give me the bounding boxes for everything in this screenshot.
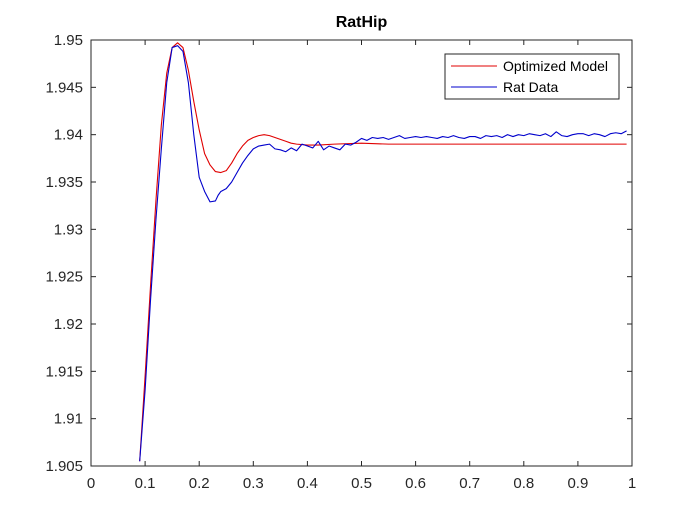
series-layer bbox=[139, 42, 627, 462]
legend-label-1: Rat Data bbox=[503, 79, 558, 95]
ticks-layer: 0 0.1 0.2 0.3 0.4 0.5 0.6 0.7 0.8 0.9 1 1.905 1.91 1.… bbox=[45, 32, 636, 492]
y-tick-label: 1.945 bbox=[45, 79, 83, 96]
plot-area bbox=[91, 40, 632, 466]
x-tick-label: 0.9 bbox=[567, 475, 588, 492]
x-tick-label: 0.6 bbox=[405, 475, 426, 492]
y-tick-label: 1.95 bbox=[54, 32, 83, 49]
legend: Optimized Model Rat Data bbox=[444, 53, 620, 100]
y-tick-label: 1.935 bbox=[45, 174, 83, 191]
x-tick-label: 0.1 bbox=[135, 475, 156, 492]
series-line-0 bbox=[139, 42, 627, 462]
x-tick-label: 1 bbox=[628, 475, 636, 492]
y-tick-label: 1.915 bbox=[45, 363, 83, 380]
y-tick-label: 1.94 bbox=[54, 127, 83, 144]
legend-box bbox=[444, 53, 620, 100]
series-line-1 bbox=[139, 45, 627, 462]
x-tick-label: 0 bbox=[87, 475, 95, 492]
y-tick-label: 1.93 bbox=[54, 221, 83, 238]
x-tick-label: 0.3 bbox=[243, 475, 264, 492]
chart-title: RatHip bbox=[336, 14, 388, 31]
y-tick-label: 1.925 bbox=[45, 269, 83, 286]
x-tick-label: 0.7 bbox=[459, 475, 480, 492]
legend-label-0: Optimized Model bbox=[503, 58, 608, 74]
x-tick-label: 0.8 bbox=[513, 475, 534, 492]
y-tick-label: 1.91 bbox=[54, 411, 83, 428]
x-tick-label: 0.2 bbox=[189, 475, 210, 492]
x-tick-label: 0.4 bbox=[297, 475, 318, 492]
y-tick-label: 1.92 bbox=[54, 316, 83, 333]
x-tick-label: 0.5 bbox=[351, 475, 372, 492]
y-tick-label: 1.905 bbox=[45, 458, 83, 475]
